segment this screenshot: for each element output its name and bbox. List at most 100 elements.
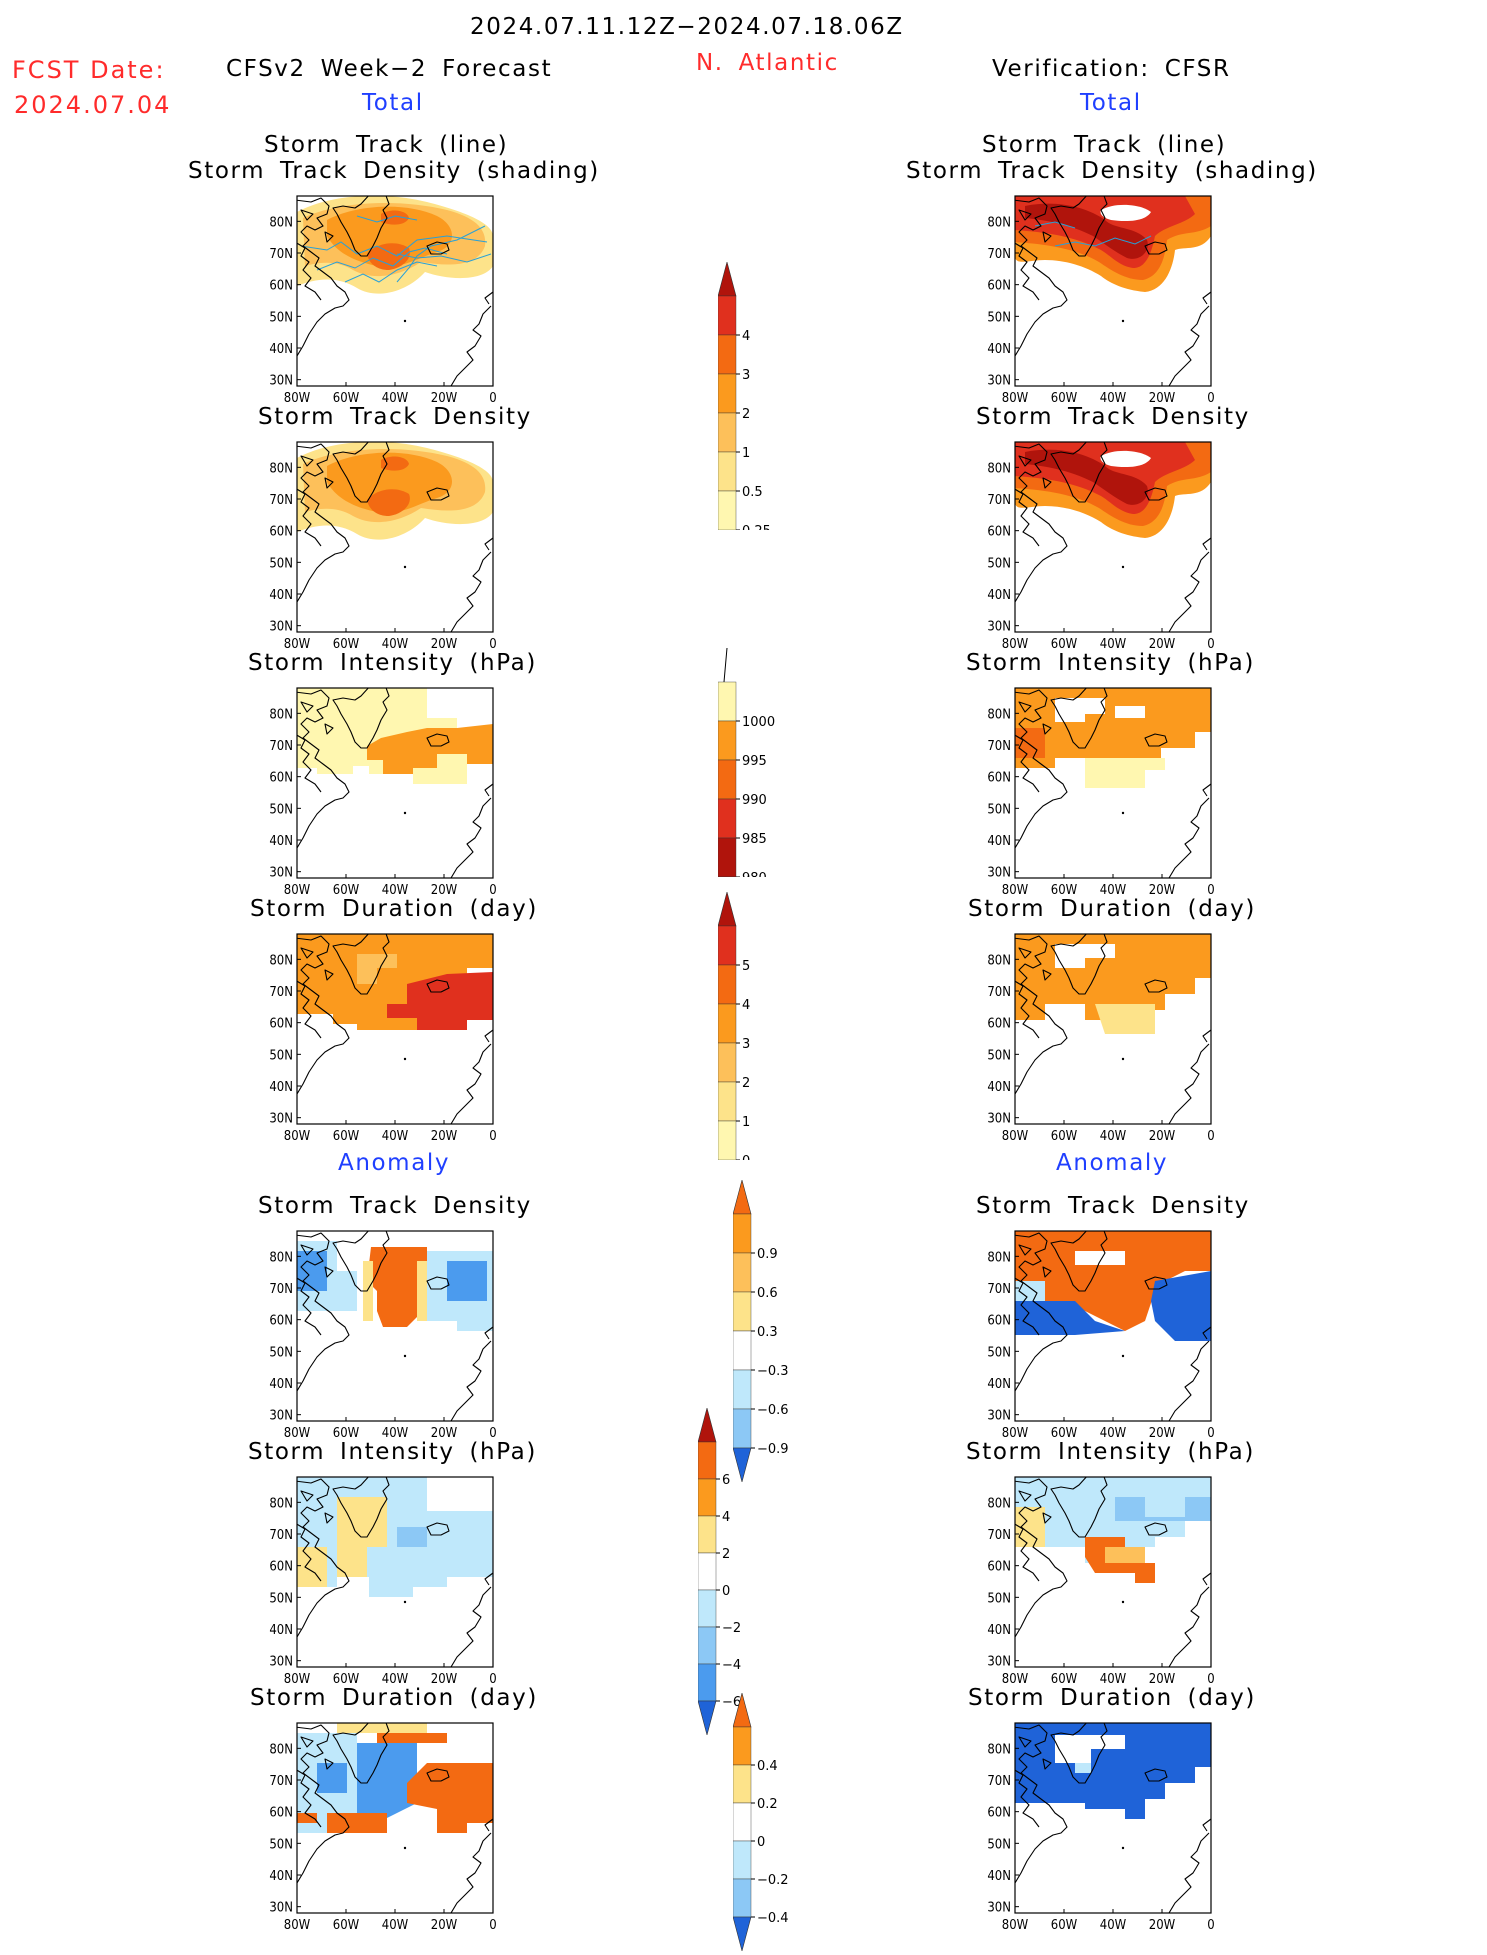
colorbar-label: 0 [742, 1154, 750, 1160]
lon-tick-label: 40W [382, 1129, 409, 1144]
density-shading [297, 196, 493, 294]
lat-tick-label: 50N [987, 1837, 1011, 1852]
lon-tick-label: 0 [1207, 391, 1214, 406]
lon-tick-label: 40W [382, 637, 409, 652]
lat-tick-label: 40N [269, 1377, 293, 1392]
right-duration-anom-title: Storm Duration (day) [968, 1685, 1256, 1711]
colorbar-density-anomaly: 0.9 0.6 0.3 −0.3 −0.6 −0.9 [732, 1178, 821, 1486]
lon-tick-label: 60W [1051, 391, 1078, 406]
lat-tick-label: 30N [987, 866, 1011, 881]
colorbar-label: 0.4 [757, 1759, 778, 1774]
lat-tick-label: 60N [269, 771, 293, 786]
colorbar-segment [732, 1330, 752, 1371]
colorbar-segment [717, 720, 737, 761]
lat-tick-label: 60N [987, 279, 1011, 294]
lon-tick-label: 20W [1149, 1129, 1176, 1144]
map-panel-left-duration: 80N 70N 60N 50N 40N 30N 80W 60W 40W 20W 0 [269, 933, 497, 1144]
map-panel-right-track: 80N 70N 60N 50N 40N 30N 80W 60W 40W 20W 0 [987, 195, 1215, 406]
colorbar-segment [717, 412, 737, 453]
coastline [1015, 196, 1211, 386]
lon-tick-label: 40W [1100, 883, 1127, 898]
colorbar-label: 6 [722, 1473, 730, 1488]
density-shading [1015, 196, 1211, 292]
colorbar-segment [717, 451, 737, 492]
lat-tick-label: 60N [987, 525, 1011, 540]
lat-tick-label: 30N [987, 1409, 1011, 1424]
lon-tick-label: 0 [1207, 637, 1214, 652]
colorbar-label: 1 [742, 446, 750, 461]
lon-tick-label: 20W [1149, 1918, 1176, 1933]
lon-tick-label: 60W [1051, 1129, 1078, 1144]
density-anomaly-shading [297, 1241, 493, 1331]
colorbar-label: −0.9 [757, 1442, 789, 1457]
lat-tick-label: 60N [987, 1806, 1011, 1821]
lat-tick-label: 80N [269, 1742, 293, 1757]
lat-tick-label: 50N [269, 1591, 293, 1606]
lon-tick-label: 0 [489, 1672, 496, 1687]
lon-tick-label: 40W [1100, 391, 1127, 406]
lat-tick-label: 50N [987, 802, 1011, 817]
colorbar-label: −0.4 [757, 1911, 789, 1926]
lat-tick-label: 60N [987, 1314, 1011, 1329]
lon-tick-label: 20W [431, 1129, 458, 1144]
lat-tick-label: 80N [987, 1496, 1011, 1511]
lat-tick-label: 50N [269, 802, 293, 817]
right-track-line-title: Storm Track (line) [982, 132, 1227, 158]
colorbar-label: 2 [742, 407, 750, 422]
lat-tick-label: 30N [269, 374, 293, 389]
lon-tick-label: 40W [1100, 637, 1127, 652]
map-axes: 80N 70N 60N 50N 40N 30N 80W 60W 40W 20W 0 [987, 195, 1215, 406]
lat-tick-label: 40N [987, 1377, 1011, 1392]
lon-tick-label: 20W [431, 637, 458, 652]
duration-shading [297, 934, 493, 1030]
duration-anomaly-shading [297, 1723, 493, 1833]
coastline [1015, 1723, 1211, 1913]
colorbar-segment [717, 964, 737, 1005]
lon-tick-label: 40W [382, 391, 409, 406]
left-column-title: CFSv2 Week−2 Forecast [226, 56, 553, 82]
colorbar-segment [732, 1369, 752, 1410]
storm-track-lines [1034, 221, 1152, 247]
lat-tick-label: 80N [987, 953, 1011, 968]
colorbar-label: 985 [742, 832, 767, 847]
forecast-period: 2024.07.11.12Z−2024.07.18.06Z [470, 14, 904, 40]
density-shading [1015, 442, 1211, 538]
lat-tick-label: 30N [987, 1901, 1011, 1916]
colorbar-duration-total: 5 4 3 2 1 0 [717, 890, 806, 1195]
lat-tick-label: 50N [987, 310, 1011, 325]
lon-tick-label: 60W [1051, 1426, 1078, 1441]
lon-tick-label: 40W [382, 883, 409, 898]
colorbar-segment [717, 1120, 737, 1161]
lat-tick-label: 70N [269, 739, 293, 754]
map-axes: 80N 70N 60N 50N 40N 30N 80W 60W 40W 20W 0 [269, 1230, 497, 1441]
lat-tick-label: 50N [987, 1048, 1011, 1063]
lon-tick-label: 20W [1149, 637, 1176, 652]
colorbar-segment [732, 1726, 752, 1766]
coastline [297, 1231, 493, 1421]
lat-tick-label: 80N [269, 215, 293, 230]
lon-tick-label: 20W [431, 1918, 458, 1933]
map-panel-left-track: 80N 70N 60N 50N 40N 30N 80W 60W 40W 20W 0 [269, 195, 497, 406]
map-axes: 80N 70N 60N 50N 40N 30N 80W 60W 40W 20W 0 [269, 195, 497, 406]
colorbar-label: 0.9 [757, 1247, 778, 1262]
colorbar-label: 980 [742, 871, 767, 877]
lon-tick-label: 40W [382, 1918, 409, 1933]
lon-tick-label: 80W [1002, 391, 1029, 406]
lat-tick-label: 40N [269, 1623, 293, 1638]
lat-tick-label: 30N [269, 866, 293, 881]
right-anomaly-label: Anomaly [1056, 1150, 1169, 1176]
lat-tick-label: 60N [987, 1560, 1011, 1575]
lat-tick-label: 70N [987, 1774, 1011, 1789]
lat-tick-label: 30N [269, 620, 293, 635]
colorbar-label: 2 [722, 1547, 730, 1562]
map-panel-left-density: 80N 70N 60N 50N 40N 30N 80W 60W 40W 20W 0 [269, 441, 497, 652]
lon-tick-label: 40W [382, 1426, 409, 1441]
density-anomaly-shading [1015, 1231, 1211, 1341]
lat-tick-label: 70N [269, 1282, 293, 1297]
lat-tick-label: 30N [987, 620, 1011, 635]
lat-tick-label: 50N [987, 556, 1011, 571]
map-panel-right-duration-anom: 80N 70N 60N 50N 40N 30N 80W 60W 40W 20W 0 [987, 1722, 1215, 1933]
lat-tick-label: 30N [987, 1655, 1011, 1670]
lat-tick-label: 70N [269, 1774, 293, 1789]
lon-tick-label: 40W [1100, 1672, 1127, 1687]
